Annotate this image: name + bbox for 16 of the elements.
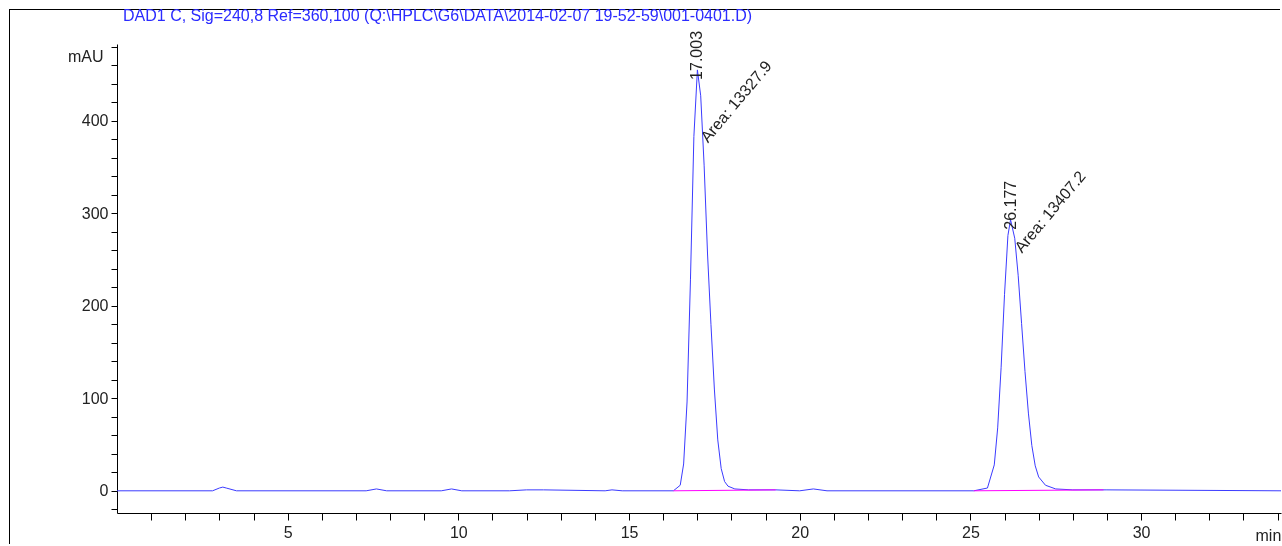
- x-tick-label: 20: [791, 523, 810, 541]
- x-tick-label: 15: [620, 523, 639, 541]
- x-tick-label: 25: [961, 523, 980, 541]
- y-tick-label: 100: [81, 389, 109, 407]
- x-tick-label: 10: [449, 523, 468, 541]
- y-axis-title: mAU: [67, 47, 104, 65]
- y-tick-label: 200: [81, 297, 109, 315]
- y-tick-label: 300: [81, 204, 109, 222]
- annotation: 26.177: [1001, 180, 1019, 230]
- x-tick-label: 5: [283, 523, 293, 541]
- y-tick-label: 0: [99, 482, 109, 500]
- chart-title: DAD1 C, Sig=240,8 Ref=360,100 (Q:\HPLC\G6\DATA\2014-02-07 19-52-59\001-0401.D): [123, 7, 753, 24]
- x-tick-label: 30: [1132, 523, 1151, 541]
- annotation: 17.003: [688, 30, 706, 80]
- y-tick-label: 400: [81, 112, 109, 130]
- x-axis-title: min: [1255, 526, 1282, 544]
